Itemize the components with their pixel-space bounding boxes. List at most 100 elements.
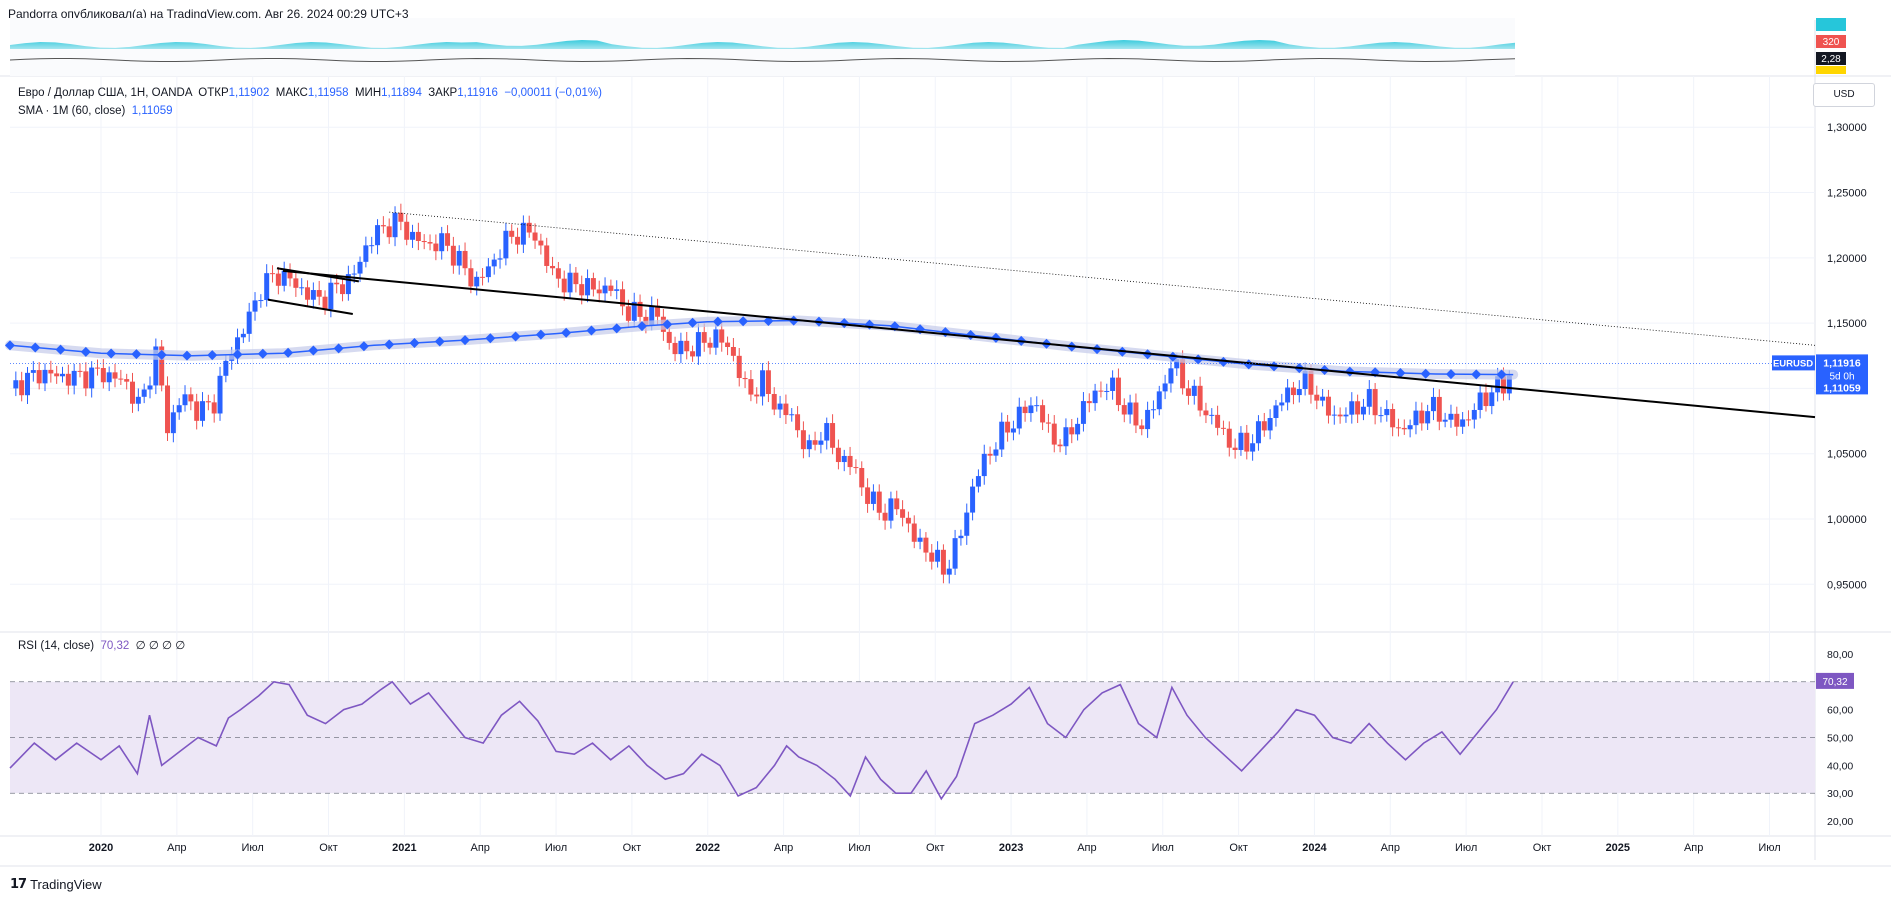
- sma-diamond: [1471, 369, 1482, 380]
- candle-body: [789, 414, 795, 416]
- candle-body: [1168, 368, 1174, 384]
- sma-diamond: [257, 348, 268, 359]
- candle-body: [1296, 389, 1302, 396]
- candle-body: [1150, 409, 1156, 411]
- sma-diamond: [384, 339, 395, 350]
- time-axis-label: Июл: [1455, 842, 1477, 854]
- sma-diamond: [535, 329, 546, 340]
- candle-body: [923, 537, 929, 553]
- badge-yellow: [1816, 66, 1846, 74]
- candle-body: [748, 379, 754, 395]
- candle-body: [538, 240, 544, 246]
- time-axis-label: Окт: [623, 842, 642, 854]
- symbol-tag-bg: [1772, 355, 1815, 371]
- candle-body: [573, 272, 579, 285]
- candle-body: [847, 455, 853, 468]
- candle-body: [1238, 432, 1244, 450]
- candle-body: [345, 274, 351, 295]
- candle-body: [1401, 427, 1407, 430]
- rsi-label[interactable]: RSI (14, close): [18, 640, 95, 652]
- candle-body: [118, 378, 124, 380]
- time-axis-label: Окт: [1229, 842, 1248, 854]
- sma-diamond: [1496, 369, 1507, 380]
- candle-body: [730, 347, 736, 356]
- time-axis-label: 2021: [392, 842, 416, 854]
- candle-body: [940, 549, 946, 575]
- candle-body: [602, 285, 608, 294]
- sma-diamond: [207, 350, 218, 361]
- candle-body: [1016, 406, 1022, 429]
- candle-body: [1104, 390, 1110, 392]
- candle-body: [509, 230, 515, 237]
- candle-body: [1477, 392, 1483, 410]
- price-badge-countdown: 5d 0h: [1829, 371, 1854, 382]
- sma-diamond: [586, 325, 597, 336]
- candle-body: [754, 394, 760, 397]
- sma-diamond: [409, 337, 420, 348]
- candle-body: [1273, 405, 1279, 419]
- top-indicator-panel: 320 2,28: [9, 18, 1846, 76]
- candle-body: [89, 367, 95, 389]
- price-axis-label: 1,05000: [1827, 449, 1867, 461]
- candle-body: [351, 273, 357, 275]
- candle-body: [19, 380, 25, 396]
- badge-228: 2,28: [1821, 54, 1841, 65]
- currency-button[interactable]: USD: [1813, 83, 1875, 107]
- candle-body: [106, 372, 112, 383]
- candle-body: [870, 491, 876, 504]
- rsi-axis-label: 50,00: [1827, 733, 1853, 745]
- candle-body: [205, 401, 211, 403]
- candle-body: [585, 278, 591, 296]
- sma-diamond: [990, 332, 1001, 343]
- candle-body: [561, 278, 567, 293]
- candle-body: [1413, 410, 1419, 426]
- candle-body: [1337, 414, 1343, 417]
- candle-body: [264, 273, 270, 301]
- candle-body: [1407, 425, 1413, 430]
- sma-diamond: [434, 336, 445, 347]
- candle-body: [310, 290, 316, 300]
- candle-body: [141, 389, 147, 397]
- sma-diamond: [738, 316, 749, 327]
- candle-body: [194, 401, 200, 421]
- candle-body: [1197, 385, 1203, 411]
- candle-body: [876, 491, 882, 513]
- symbol-desc[interactable]: Евро / Доллар США, 1H, OANDA: [18, 87, 192, 99]
- candle-body: [71, 370, 77, 386]
- candle-body: [579, 284, 585, 296]
- candle-body: [1302, 370, 1308, 390]
- candle-body: [13, 380, 19, 389]
- candle-body: [503, 230, 509, 259]
- sma-diamond: [5, 340, 15, 351]
- candle-body: [468, 268, 474, 287]
- sma-diamond: [1445, 369, 1456, 380]
- candle-body: [894, 498, 900, 510]
- sma-label[interactable]: SMA · 1M (60, close): [18, 105, 126, 117]
- time-axis-label: Июл: [848, 842, 870, 854]
- candle-body: [1191, 385, 1197, 396]
- candle-body: [1395, 427, 1401, 429]
- candle-body: [334, 282, 340, 285]
- candle-body: [299, 287, 305, 289]
- candle-body: [100, 368, 106, 383]
- candle-body: [818, 440, 824, 445]
- candle-body: [1506, 375, 1512, 394]
- candle-body: [1098, 390, 1104, 392]
- sma-diamond: [358, 341, 369, 352]
- candle-body: [765, 370, 771, 394]
- candle-body: [1133, 402, 1139, 426]
- candle-body: [1366, 389, 1372, 407]
- candle-body: [835, 447, 841, 463]
- rsi-axis-label: 40,00: [1827, 760, 1853, 772]
- candle-body: [316, 290, 322, 297]
- candle-body: [841, 455, 847, 463]
- sma-diamond: [283, 347, 294, 358]
- candle-body: [287, 270, 293, 279]
- candle-body: [217, 375, 223, 414]
- rsi-axis-label: 30,00: [1827, 788, 1853, 800]
- price-layer: [5, 203, 1816, 584]
- candle-body: [958, 535, 964, 539]
- time-axis-label: Июл: [545, 842, 567, 854]
- candle-body: [246, 311, 252, 334]
